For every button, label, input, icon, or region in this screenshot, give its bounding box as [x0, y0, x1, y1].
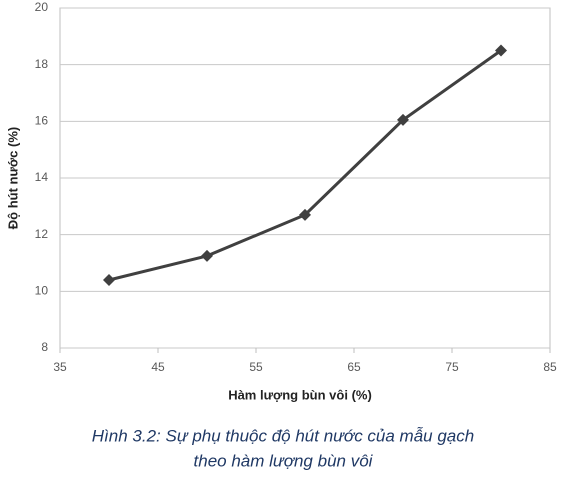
y-tick-label: 20 [35, 0, 49, 14]
marker [495, 44, 507, 57]
y-tick-label: 16 [35, 114, 49, 128]
x-tick-label: 55 [249, 360, 263, 374]
marker [201, 249, 213, 262]
x-tick-label: 65 [347, 360, 361, 374]
y-tick-label: 18 [35, 57, 49, 71]
y-tick-label: 14 [35, 170, 49, 184]
marker [103, 274, 115, 286]
x-tick-label: 45 [151, 360, 165, 374]
caption: Hình 3.2: Sự phụ thuộc độ hút nước của m… [92, 426, 474, 445]
x-tick-label: 85 [543, 360, 557, 374]
line [108, 49, 502, 282]
y-tick-label: 10 [35, 284, 49, 298]
y-tick-label: 12 [35, 227, 49, 241]
marker [299, 208, 311, 221]
y-tick-label: 8 [41, 340, 48, 354]
marker [397, 113, 409, 126]
caption: theo hàm lượng bùn vôi [194, 451, 374, 470]
x-tick-label: 35 [53, 360, 67, 374]
y-axis-title: Độ hút nước (%) [5, 127, 20, 229]
x-axis-title: Hàm lượng bùn vôi (%) [228, 387, 372, 402]
x-tick-label: 75 [445, 360, 459, 374]
